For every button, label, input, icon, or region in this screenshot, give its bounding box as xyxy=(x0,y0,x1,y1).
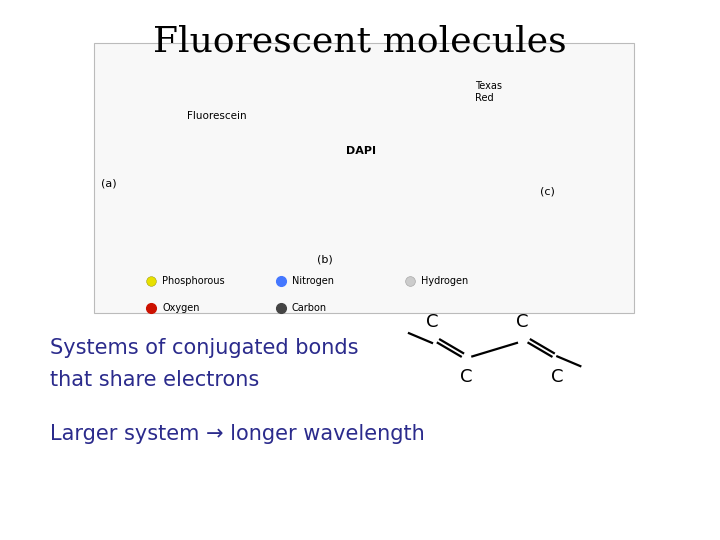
Text: C: C xyxy=(516,313,529,331)
FancyBboxPatch shape xyxy=(94,43,634,313)
Text: (a): (a) xyxy=(101,179,117,188)
Text: Hydrogen: Hydrogen xyxy=(421,276,469,286)
Text: Texas
Red: Texas Red xyxy=(475,81,503,103)
Text: C: C xyxy=(460,368,473,386)
Text: Carbon: Carbon xyxy=(292,303,327,313)
Text: Nitrogen: Nitrogen xyxy=(292,276,333,286)
Text: Oxygen: Oxygen xyxy=(162,303,199,313)
Text: Systems of conjugated bonds: Systems of conjugated bonds xyxy=(50,338,359,357)
Text: Fluorescein: Fluorescein xyxy=(187,111,247,121)
Text: that share electrons: that share electrons xyxy=(50,370,260,390)
Text: Larger system → longer wavelength: Larger system → longer wavelength xyxy=(50,424,425,444)
Text: C: C xyxy=(426,313,438,331)
Text: (b): (b) xyxy=(317,254,333,264)
Text: C: C xyxy=(551,368,564,386)
Text: Fluorescent molecules: Fluorescent molecules xyxy=(153,24,567,58)
Text: (c): (c) xyxy=(540,187,555,197)
Text: Phosphorous: Phosphorous xyxy=(162,276,225,286)
Text: DAPI: DAPI xyxy=(346,146,376,156)
